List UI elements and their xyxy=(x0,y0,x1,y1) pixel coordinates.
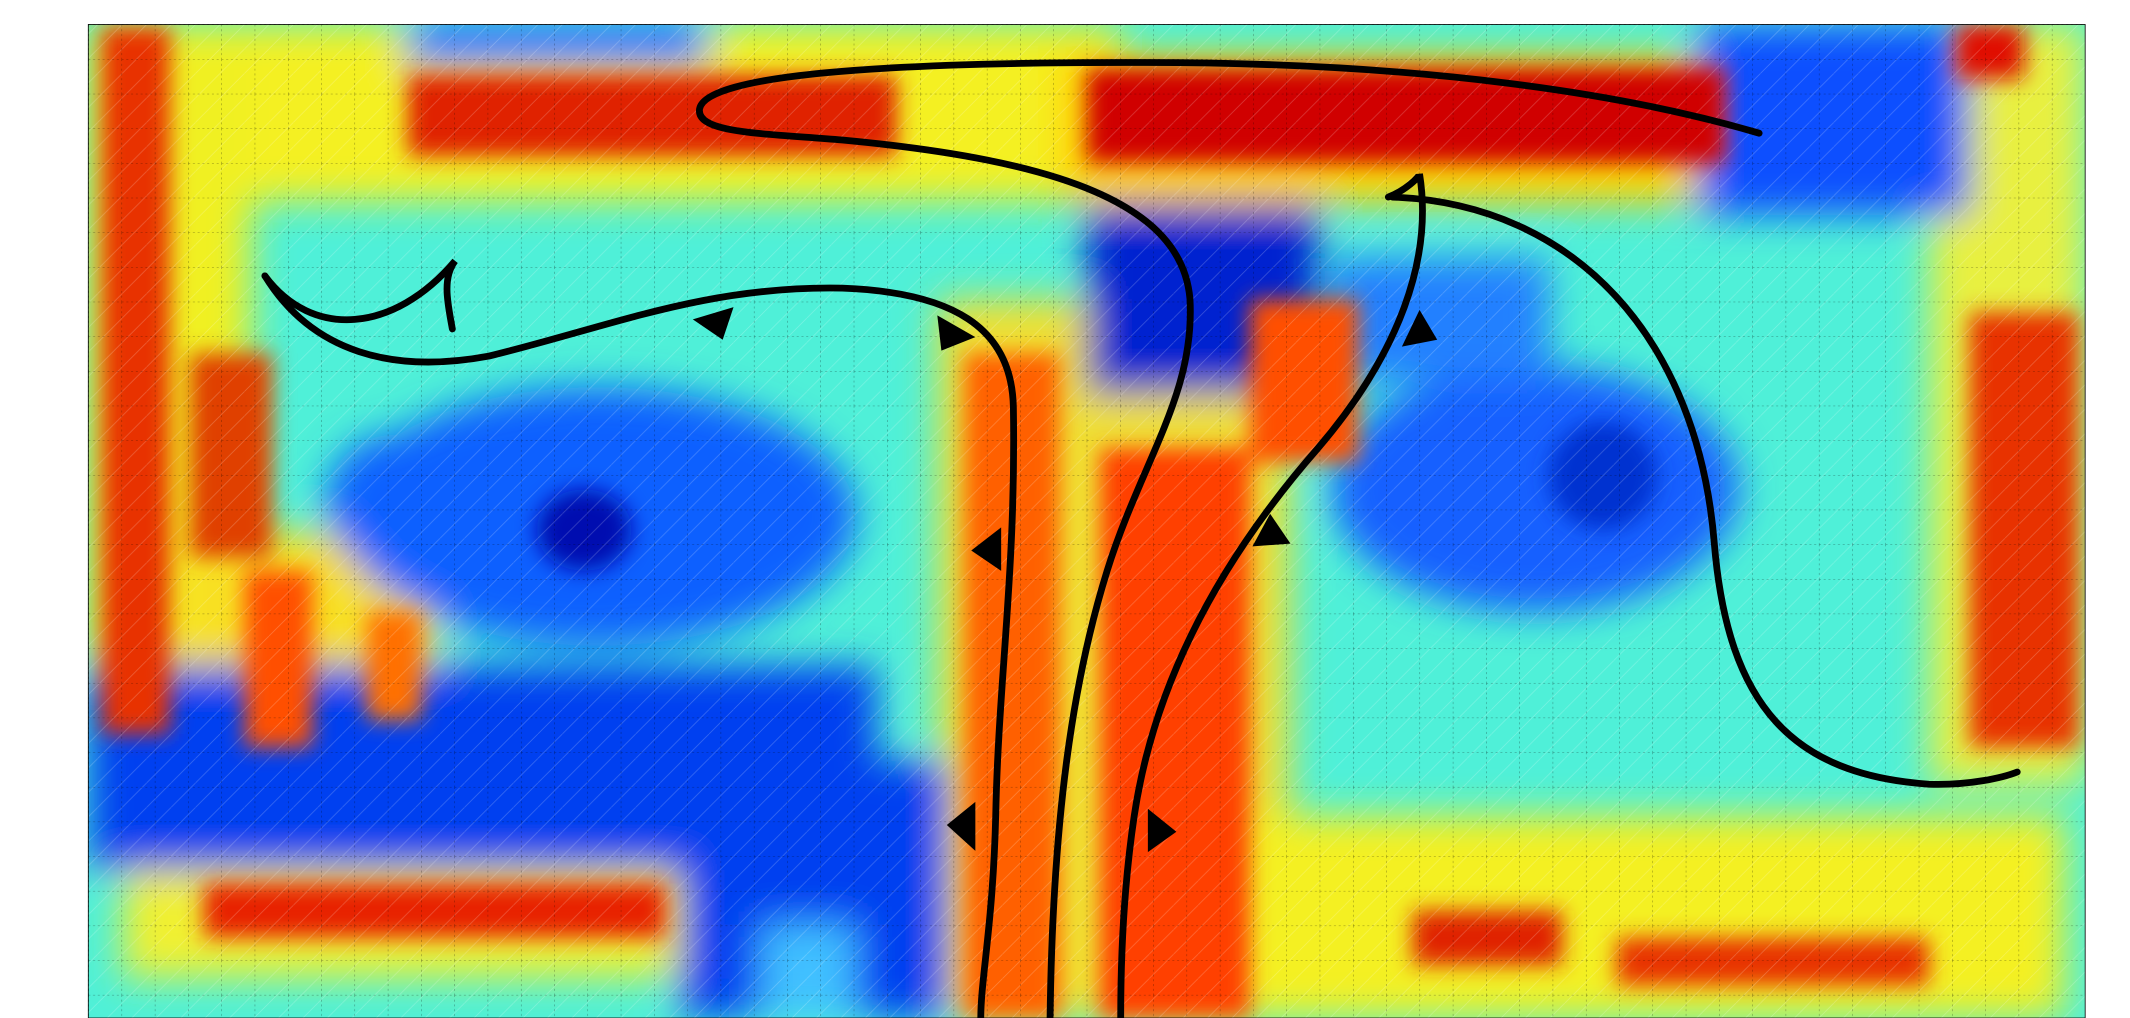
figure xyxy=(0,0,2130,1018)
heatmap xyxy=(88,24,2085,1018)
page xyxy=(0,0,2130,1018)
